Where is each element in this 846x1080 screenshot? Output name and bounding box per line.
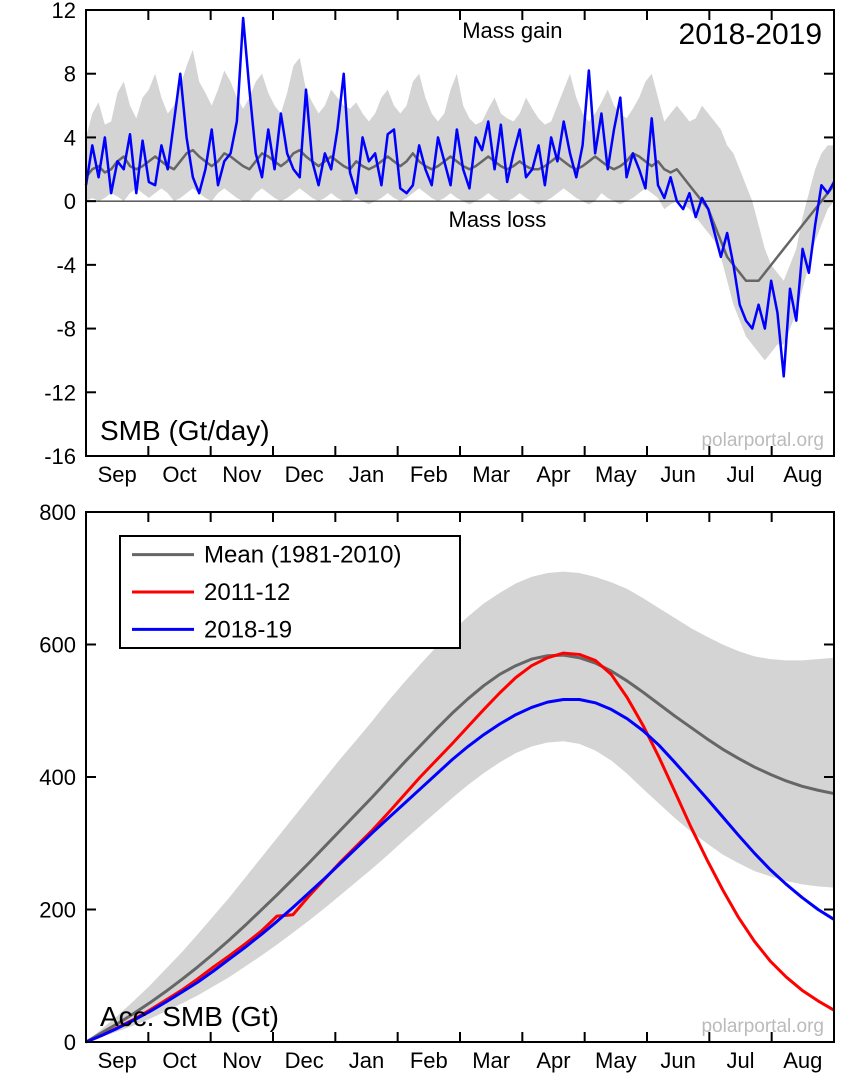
month-label: Jun — [660, 1048, 695, 1073]
month-label: Mar — [472, 462, 510, 487]
ytick-label: -4 — [56, 253, 76, 278]
month-label: Nov — [222, 1048, 261, 1073]
month-label: Feb — [410, 1048, 448, 1073]
month-label: Dec — [285, 462, 324, 487]
ytick-label: 0 — [64, 189, 76, 214]
month-label: May — [595, 462, 637, 487]
ytick-label: -8 — [56, 317, 76, 342]
legend-label: 2011-12 — [204, 579, 290, 606]
mass-gain-label: Mass gain — [462, 18, 562, 43]
month-label: Oct — [162, 462, 196, 487]
watermark: polarportal.org — [701, 430, 824, 451]
month-label: Oct — [162, 1048, 196, 1073]
month-label: Sep — [98, 1048, 137, 1073]
uncertainty-band — [86, 50, 834, 361]
ytick-label: 600 — [39, 633, 76, 658]
ytick-label: 8 — [64, 62, 76, 87]
mass-loss-label: Mass loss — [449, 207, 547, 232]
legend-label: Mean (1981-2010) — [204, 542, 401, 569]
month-label: Aug — [783, 462, 822, 487]
ytick-label: 400 — [39, 765, 76, 790]
ytick-label: 4 — [64, 125, 76, 150]
month-label: Aug — [783, 1048, 822, 1073]
ytick-label: -12 — [44, 380, 76, 405]
y-axis-title: SMB (Gt/day) — [100, 415, 270, 446]
month-label: Apr — [536, 1048, 570, 1073]
month-label: Jan — [349, 1048, 384, 1073]
ytick-label: 0 — [64, 1030, 76, 1055]
month-label: Jun — [660, 462, 695, 487]
ytick-label: 800 — [39, 500, 76, 525]
month-label: Mar — [472, 1048, 510, 1073]
panel-title: 2018-2019 — [679, 18, 822, 51]
month-label: Apr — [536, 462, 570, 487]
ytick-label: 12 — [52, 0, 76, 23]
month-label: Jan — [349, 462, 384, 487]
month-label: Nov — [222, 462, 261, 487]
watermark: polarportal.org — [701, 1016, 824, 1037]
month-label: Feb — [410, 462, 448, 487]
month-label: Jul — [726, 462, 754, 487]
month-label: May — [595, 1048, 637, 1073]
month-label: Dec — [285, 1048, 324, 1073]
ytick-label: 200 — [39, 898, 76, 923]
y-axis-title: Acc. SMB (Gt) — [100, 1001, 279, 1032]
chart-svg: -16 -12 -8 -4 0 4 8 12 Sep Oct Nov Dec Jan Feb Mar Apr M… — [0, 0, 846, 1080]
month-label: Sep — [98, 462, 137, 487]
legend-label: 2018-19 — [204, 616, 292, 643]
ytick-label: -16 — [44, 444, 76, 469]
month-label: Jul — [726, 1048, 754, 1073]
chart-container: -16 -12 -8 -4 0 4 8 12 Sep Oct Nov Dec Jan Feb Mar Apr M… — [0, 0, 846, 1080]
